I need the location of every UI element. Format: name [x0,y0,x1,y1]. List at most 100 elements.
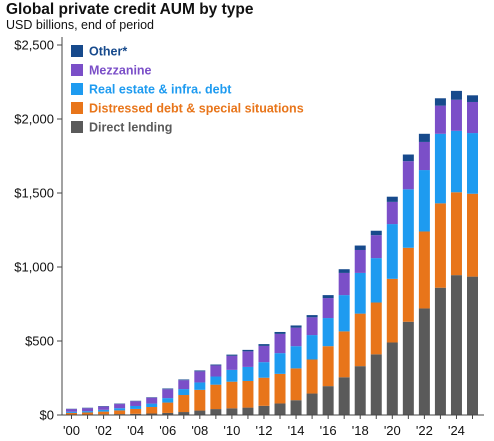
bar-segment-2011-s0 [242,407,254,415]
bar-segment-2023-s1 [434,203,446,288]
bar-segment-2022-s3 [418,141,430,171]
x-tick-label: '04 [127,423,144,438]
bar-segment-2003-s1 [114,410,126,415]
bar-segment-2008-s2 [194,382,206,390]
bar-segment-2023-s3 [434,105,446,134]
bar-segment-2021-s0 [402,321,414,415]
x-tick-label: '14 [288,423,305,438]
bar-segment-2010-s1 [226,381,238,409]
bar-segment-2025-s2 [467,133,478,194]
bar-segment-2012-s2 [258,362,270,378]
bar-segment-2021-s4 [402,154,414,162]
bar-segment-2005-s3 [146,397,158,404]
bar-segment-2002-s1 [98,411,110,415]
bar-segment-2016-s3 [322,298,334,319]
bar-segment-2007-s1 [178,395,190,413]
bar-segment-2024-s1 [450,192,462,276]
axes-group: $0 $500 $1,000 $1,500 $2,000 $2,500 '00 '02 '04 '… [14,37,484,438]
bar-segment-2007-s4 [178,379,190,381]
bar-segment-2021-s3 [402,161,414,190]
bar-segment-2001-s3 [82,408,94,412]
x-tick-label: '22 [416,423,433,438]
bar-segment-2024-s2 [450,130,462,193]
bar-segment-2012-s4 [258,344,270,346]
bar-segment-2013-s2 [274,353,286,374]
bar-segment-2020-s1 [386,278,398,343]
bar-segment-2024-s0 [450,275,462,415]
bar-segment-2008-s0 [194,410,206,415]
bar-segment-2021-s1 [402,247,414,322]
bar-segment-2004-s1 [130,408,142,414]
y-tick-label: $0 [40,408,54,423]
bar-segment-2016-s4 [322,295,334,299]
bar-segment-2007-s2 [178,389,190,396]
bar-segment-2013-s1 [274,373,286,404]
y-tick-label: $1,500 [14,186,54,201]
bar-segment-2015-s1 [306,359,318,394]
bar-segment-2023-s0 [434,287,446,415]
x-tick-label: '12 [256,423,273,438]
bar-segment-2006-s0 [162,412,174,415]
bar-segment-2010-s2 [226,369,238,382]
bar-segment-2014-s3 [290,327,302,347]
bar-segment-2010-s0 [226,408,238,415]
bar-segment-2022-s0 [418,308,430,415]
bar-segment-2025-s3 [467,101,478,134]
bar-segment-2006-s1 [162,402,174,413]
bar-segment-2003-s3 [114,404,126,409]
bar-segment-2008-s4 [194,370,206,372]
x-tick-label: '16 [320,423,337,438]
bar-segment-2020-s2 [386,224,398,279]
bar-segment-2007-s3 [178,380,190,390]
bar-segment-2019-s1 [370,302,382,355]
legend-label: Distressed debt & special situations [89,102,304,116]
bar-segment-2017-s1 [338,331,350,378]
bar-segment-2011-s3 [242,351,254,367]
bar-segment-2010-s4 [226,354,238,356]
bar-segment-2000-s1 [66,412,77,415]
bar-segment-2000-s3 [66,409,77,412]
x-tick-label: '00 [63,423,80,438]
y-tick-label: $2,000 [14,112,54,127]
bar-segment-2012-s1 [258,377,270,406]
x-tick-label: '02 [95,423,112,438]
bar-segment-2017-s2 [338,295,350,332]
chart-subtitle: USD billions, end of period [6,18,154,32]
bar-segment-2016-s1 [322,346,334,387]
legend-swatch [71,45,83,57]
bar-segment-2019-s3 [370,235,382,259]
bar-segment-2008-s3 [194,371,206,383]
bar-segment-2020-s3 [386,201,398,225]
bar-segment-2003-s2 [114,408,126,411]
bar-segment-2017-s0 [338,377,350,415]
bar-segment-2007-s0 [178,412,190,415]
bar-segment-2023-s4 [434,98,446,106]
bar-segment-2018-s3 [354,249,366,273]
legend-swatch [71,64,83,76]
bar-segment-2004-s3 [130,401,142,406]
bar-segment-2019-s2 [370,258,382,303]
y-tick-label: $2,500 [14,38,54,53]
bar-segment-2004-s2 [130,405,142,409]
bar-segment-2025-s1 [467,193,478,277]
bar-segment-2012-s3 [258,345,270,363]
bar-segment-2022-s1 [418,231,430,309]
bar-segment-2002-s3 [98,406,110,410]
y-tick-label: $500 [25,334,54,349]
bar-segment-2004-s0 [130,413,142,415]
bar-segment-2000-s2 [66,411,77,413]
chart-title: Global private credit AUM by type [6,1,254,18]
bar-segment-2025-s4 [467,95,478,102]
bar-segment-2002-s2 [98,409,110,412]
bar-segment-2005-s0 [146,413,158,415]
bar-segment-2019-s4 [370,230,382,236]
bar-segment-2005-s2 [146,403,158,407]
bar-segment-2001-s2 [82,411,94,413]
bar-segment-2016-s2 [322,318,334,347]
bar-segment-2023-s2 [434,133,446,204]
bar-segment-2024-s3 [450,99,462,131]
bar-segment-2017-s4 [338,269,350,273]
y-tick-label: $1,000 [14,260,54,275]
bar-segment-2011-s1 [242,380,254,408]
